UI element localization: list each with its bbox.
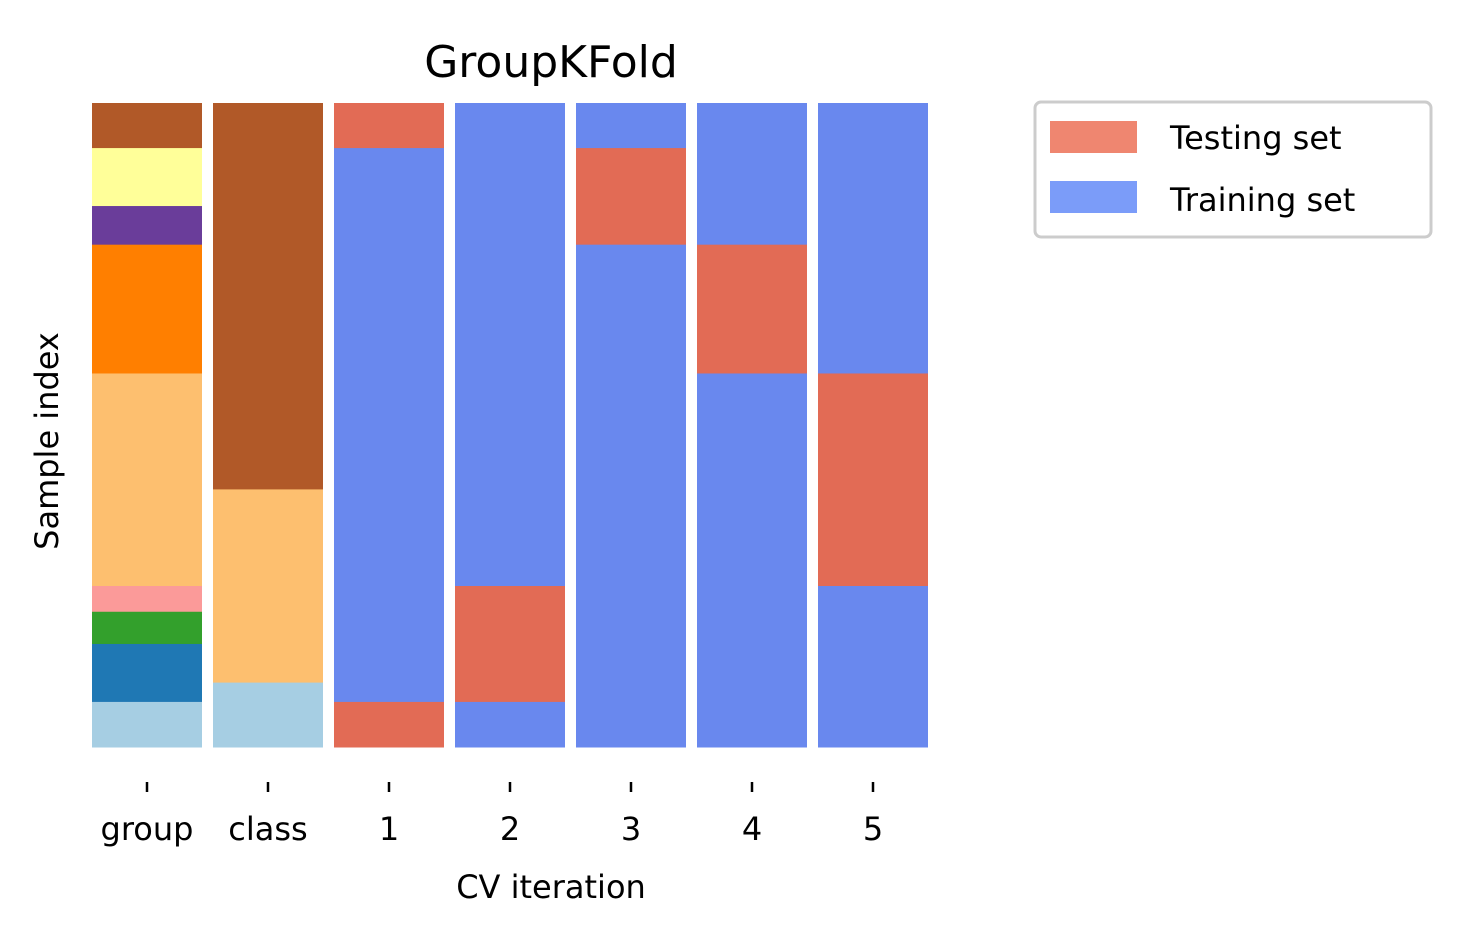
cell-class-1 [213,489,323,684]
cell-4-2 [697,373,807,748]
legend: Testing set Training set [1033,100,1433,239]
column-2 [455,103,565,748]
x-tick-label-group: group [101,810,194,848]
cell-3-0 [576,103,686,149]
column-group [92,103,202,748]
legend-swatch-testing [1050,121,1137,153]
cell-5-0 [818,103,928,374]
cell-2-0 [455,103,565,587]
x-tick-label-5: 5 [863,810,883,848]
x-tick-label-3: 3 [621,810,641,848]
cell-2-1 [455,586,565,703]
cell-class-0 [213,103,323,490]
cell-group-3 [92,244,202,374]
cell-4-0 [697,103,807,246]
cell-group-4 [92,373,202,587]
x-ticks: group class 1 2 3 4 5 [101,782,883,848]
cell-2-2 [455,701,565,748]
cell-group-7 [92,643,202,703]
legend-swatch-training [1050,181,1137,213]
cell-1-0 [334,103,444,149]
cell-5-2 [818,586,928,748]
x-tick-label-4: 4 [742,810,762,848]
cell-1-2 [334,701,444,748]
cell-group-2 [92,206,202,246]
cell-group-6 [92,611,202,645]
x-tick-label-1: 1 [379,810,399,848]
column-class [213,103,323,748]
x-tick-label-class: class [228,810,307,848]
column-1 [334,103,444,748]
cell-3-2 [576,244,686,748]
x-tick-label-2: 2 [500,810,520,848]
y-axis-label: Sample index [28,332,66,550]
cell-group-5 [92,586,202,613]
cell-group-8 [92,701,202,748]
cell-class-2 [213,682,323,748]
cell-4-1 [697,244,807,374]
x-axis-label: CV iteration [456,868,646,906]
heatmap-columns [92,103,928,748]
cell-5-1 [818,373,928,587]
cell-group-0 [92,103,202,149]
column-3 [576,103,686,748]
legend-label-training: Training set [1169,181,1355,219]
column-4 [697,103,807,748]
cell-group-1 [92,148,202,207]
column-5 [818,103,928,748]
cell-1-1 [334,148,444,703]
legend-label-testing: Testing set [1169,119,1342,157]
chart-title: GroupKFold [424,37,678,88]
cell-3-1 [576,148,686,246]
